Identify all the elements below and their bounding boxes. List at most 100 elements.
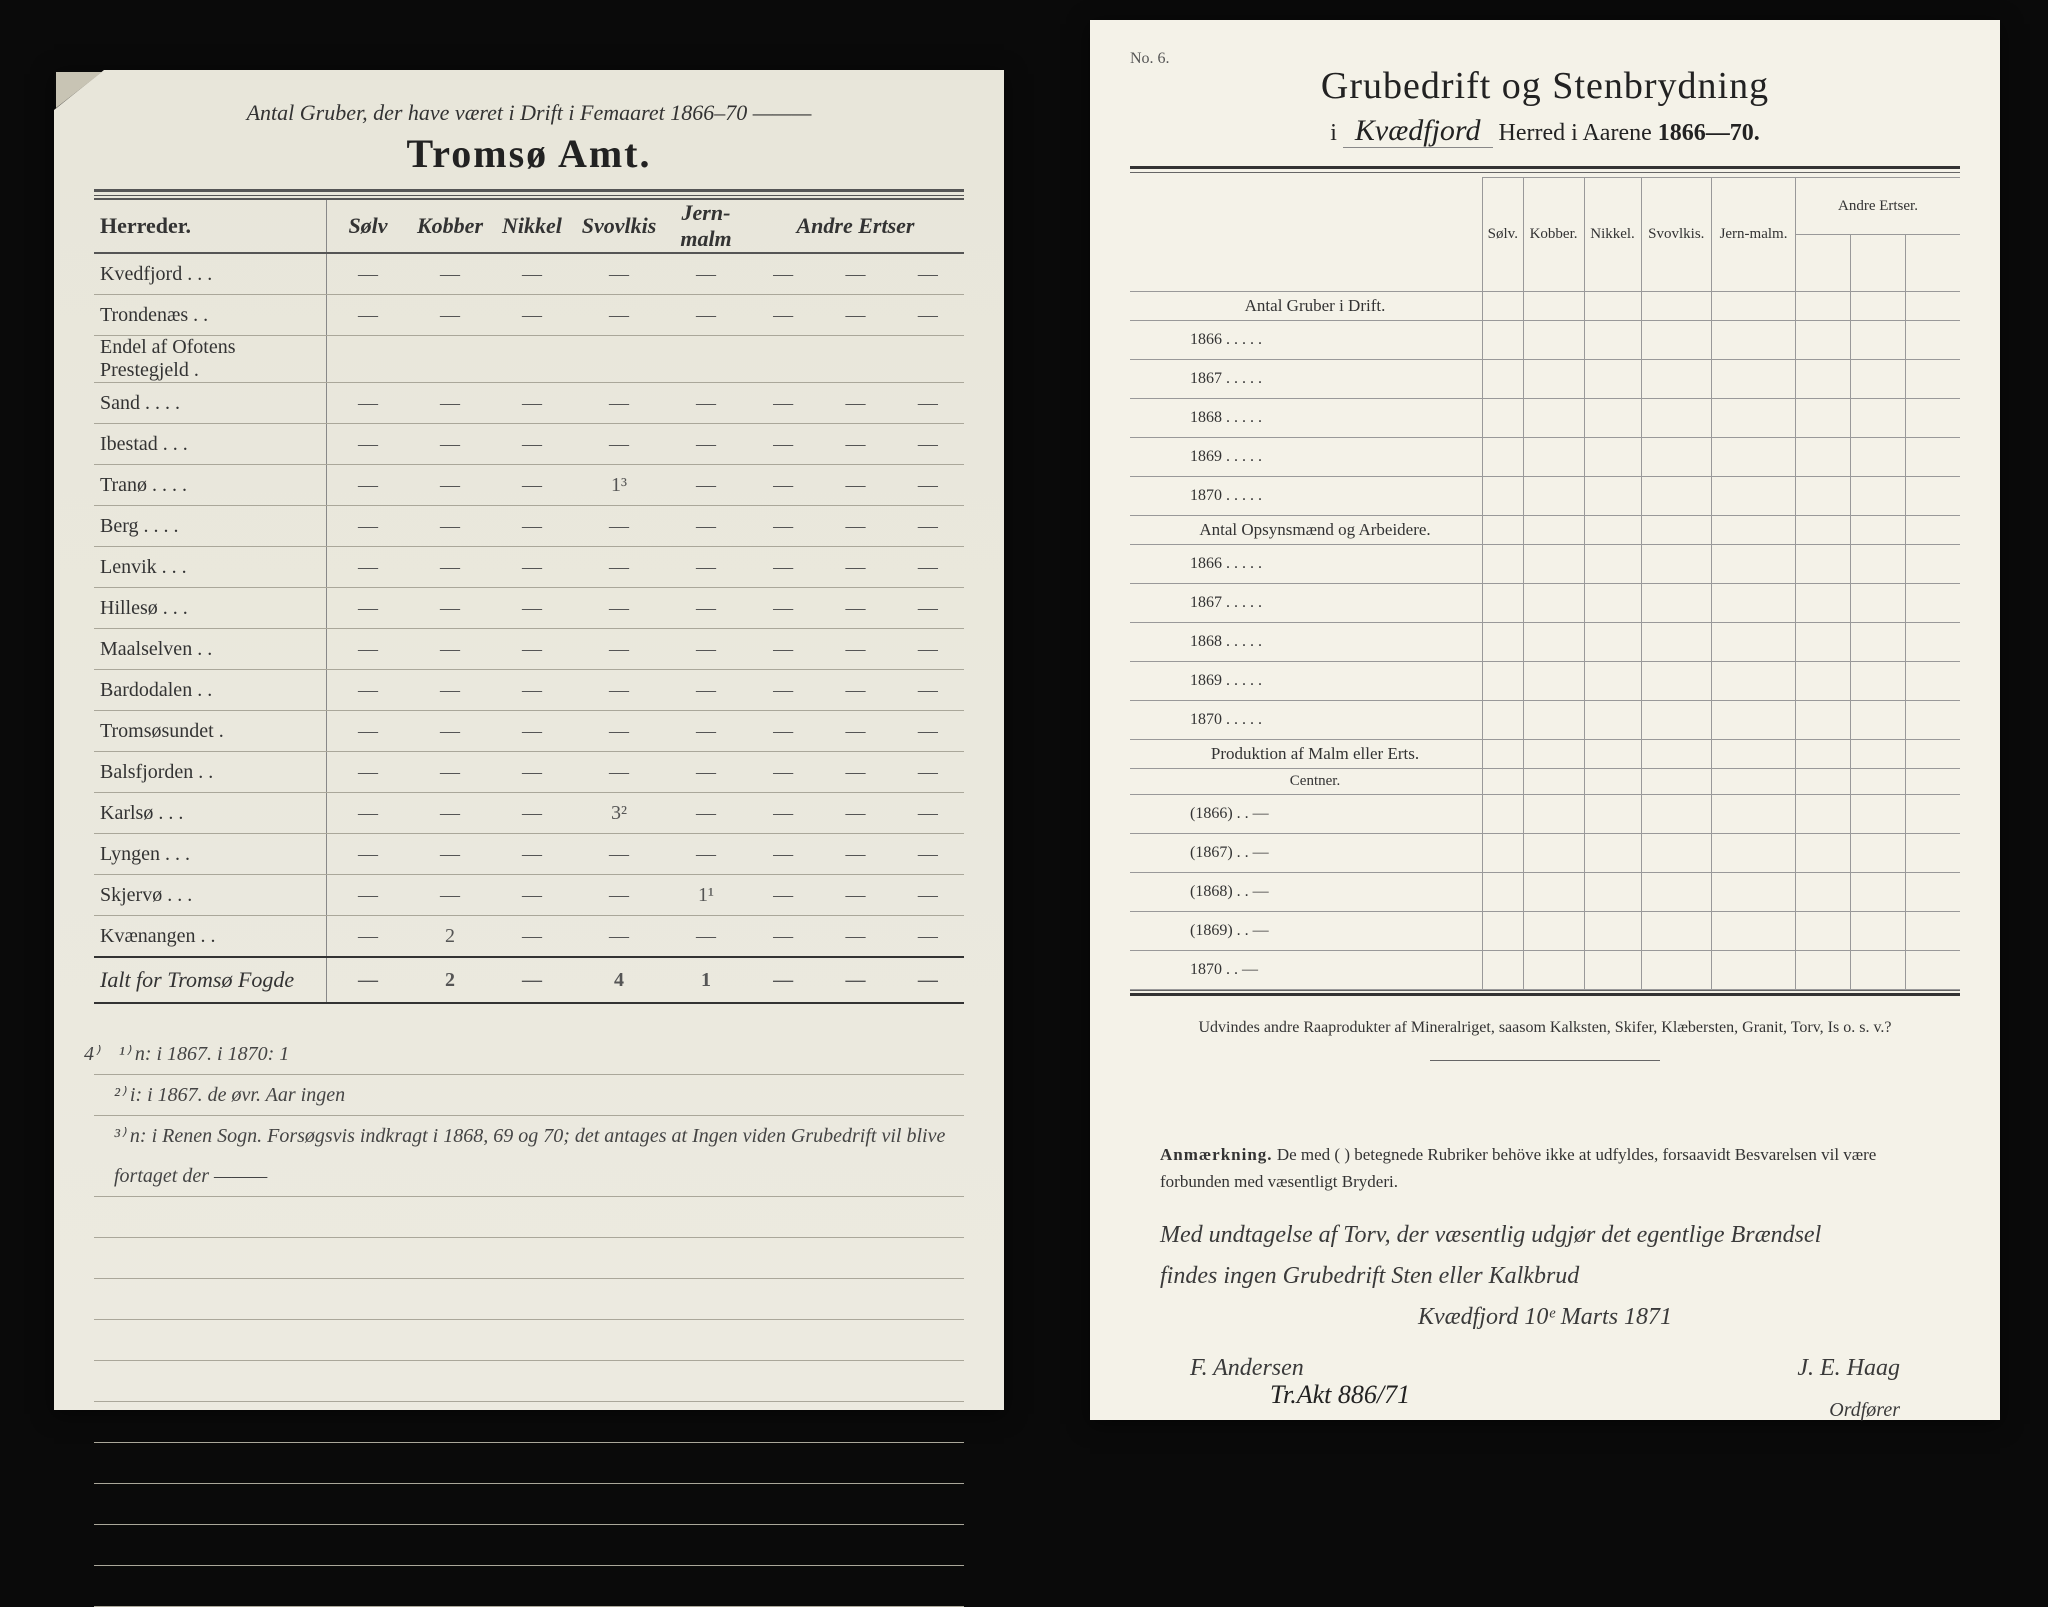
cell <box>1483 321 1524 360</box>
cell: — <box>491 752 573 793</box>
cell: — <box>327 547 410 588</box>
anm-label: Anmærkning. <box>1160 1145 1273 1164</box>
cell: — <box>327 383 410 424</box>
cell <box>1851 584 1906 623</box>
row-label: 1868 . . . . . <box>1130 399 1483 438</box>
row-label: Skjervø . . . <box>94 875 327 916</box>
cell <box>1584 477 1641 516</box>
note-line: ³⁾ n: i Renen Sogn. Forsøgsvis indkragt … <box>94 1116 964 1197</box>
cell: — <box>573 629 665 670</box>
cell <box>1584 623 1641 662</box>
table-row: Maalselven . .———————— <box>94 629 964 670</box>
hw-line: Kvædfjord 10ᵉ Marts 1871 <box>1160 1297 1930 1338</box>
cell: — <box>327 424 410 465</box>
cell <box>1641 399 1712 438</box>
cell <box>1523 584 1584 623</box>
cell <box>1641 662 1712 701</box>
row-label: Trondenæs . . <box>94 295 327 336</box>
row-label: 1868 . . . . . <box>1130 623 1483 662</box>
blank-header <box>1130 178 1483 292</box>
cell <box>1483 873 1524 912</box>
cell <box>1712 834 1796 873</box>
cell <box>1523 321 1584 360</box>
col-header: Sølv <box>327 199 410 253</box>
sum-cell: — <box>819 957 891 1003</box>
sum-cell: 4 <box>573 957 665 1003</box>
cell <box>1712 399 1796 438</box>
cell <box>1483 399 1524 438</box>
cell: — <box>892 506 964 547</box>
cell: — <box>665 547 747 588</box>
row-label: 1867 . . . . . <box>1130 360 1483 399</box>
col-header: Andre Ertser. <box>1796 178 1961 235</box>
cell: — <box>573 253 665 295</box>
cell: — <box>892 875 964 916</box>
sub-col <box>1851 235 1906 292</box>
cell: — <box>819 465 891 506</box>
cell <box>1483 912 1524 951</box>
table-row: Trondenæs . .———————— <box>94 295 964 336</box>
archive-reference: Tr.Akt 886/71 <box>1270 1380 1410 1410</box>
cell: — <box>491 295 573 336</box>
cell <box>1851 912 1906 951</box>
cell <box>1796 321 1851 360</box>
hw-line: findes ingen Grubedrift Sten eller Kalkb… <box>1160 1256 1930 1297</box>
table-row: Lenvik . . .———————— <box>94 547 964 588</box>
cell <box>1796 360 1851 399</box>
cell: — <box>665 424 747 465</box>
cell <box>1641 912 1712 951</box>
cell: — <box>819 588 891 629</box>
cell: — <box>491 506 573 547</box>
cell: — <box>819 711 891 752</box>
cell: — <box>327 834 410 875</box>
row-label: Karlsø . . . <box>94 793 327 834</box>
cell <box>1641 477 1712 516</box>
cell <box>1712 662 1796 701</box>
row-label: (1869) . . — <box>1130 912 1483 951</box>
cell: — <box>573 424 665 465</box>
cell <box>1584 701 1641 740</box>
cell <box>665 336 747 383</box>
cell: — <box>819 629 891 670</box>
cell: — <box>573 875 665 916</box>
cell: — <box>491 711 573 752</box>
cell: — <box>892 752 964 793</box>
cell: — <box>327 506 410 547</box>
cell: — <box>665 711 747 752</box>
rule <box>1130 990 1960 991</box>
cell: — <box>892 383 964 424</box>
cell <box>1483 662 1524 701</box>
cell: — <box>892 588 964 629</box>
rule <box>1130 993 1960 996</box>
cell <box>1712 321 1796 360</box>
cell <box>409 336 491 383</box>
cell <box>1712 873 1796 912</box>
cell <box>1584 545 1641 584</box>
cell <box>1641 623 1712 662</box>
cell <box>1712 912 1796 951</box>
cell: — <box>573 295 665 336</box>
cell: — <box>819 875 891 916</box>
cell <box>1641 951 1712 990</box>
cell <box>1523 769 1584 795</box>
cell <box>1584 795 1641 834</box>
cell <box>1851 951 1906 990</box>
short-rule <box>1430 1060 1660 1061</box>
cell <box>1906 477 1961 516</box>
cell: — <box>491 916 573 958</box>
cell: — <box>665 793 747 834</box>
row-label: (1868) . . — <box>1130 873 1483 912</box>
row-label: Lenvik . . . <box>94 547 327 588</box>
left-document-page: Antal Gruber, der have været i Drift i F… <box>54 70 1004 1410</box>
cell <box>1641 292 1712 321</box>
cell <box>1483 740 1524 769</box>
cell: — <box>747 629 819 670</box>
rule <box>1130 172 1960 173</box>
cell <box>1641 740 1712 769</box>
cell: — <box>409 711 491 752</box>
cell <box>1906 769 1961 795</box>
row-label: Endel af Ofotens Prestegjeld . <box>94 336 327 383</box>
cell: — <box>747 383 819 424</box>
section-heading: Produktion af Malm eller Erts. <box>1130 740 1483 769</box>
col-header: Kobber <box>409 199 491 253</box>
